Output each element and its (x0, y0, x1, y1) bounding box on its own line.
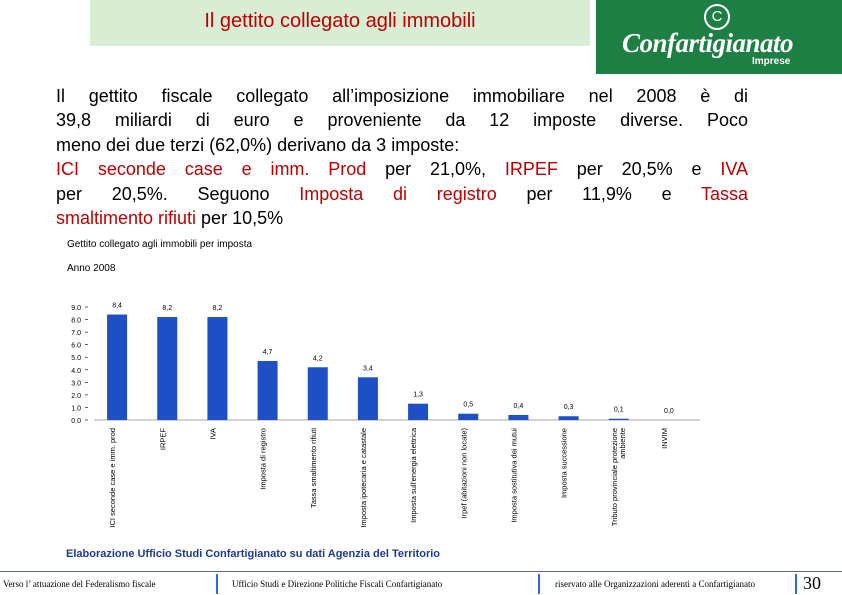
highlight-registro: Imposta di registro (299, 183, 497, 204)
bar (357, 377, 378, 420)
bar (608, 418, 629, 420)
logo-symbol-icon: C (704, 4, 730, 30)
x-tick-label: Imposta sull'energia elettrica (409, 427, 418, 523)
intro-text: per 21,0%, (366, 159, 505, 180)
y-tick-label: 1.0 (71, 405, 81, 412)
x-tick-label: Tributo provinciale protezione (610, 428, 619, 526)
chart-subtitle: Anno 2008 (67, 263, 116, 274)
x-tick-label: Tassa smaltimento rifiuti (309, 428, 318, 508)
intro-line-4: ICI seconde case e imm. Prod per 21,0%, … (56, 157, 748, 181)
bar-chart: 0.0 1.0 2.0 3.0 4.0 5.0 6.0 7.0 8.0 9.0 8,4 ICI sec… (71, 303, 700, 528)
source-note: Elaborazione Ufficio Studi Confartigiana… (66, 548, 441, 560)
x-tick-label: Imposta di registro (259, 428, 268, 490)
data-label: 3,4 (363, 365, 373, 372)
logo-symbol-letter: C (711, 8, 723, 25)
highlight-iva: IVA (720, 159, 748, 180)
intro-line-3: meno dei due terzi (62,0%) derivano da 3… (56, 134, 460, 155)
data-label: 8,2 (213, 305, 223, 312)
data-label: 0,3 (564, 404, 574, 411)
bar (157, 317, 178, 420)
footer-right-text: riservato alle Organizzazioni aderenti a… (555, 579, 755, 589)
x-tick-label: Imposta sostitutiva dei mutui (509, 428, 518, 523)
y-tick-label: 2.0 (71, 393, 81, 400)
x-tick-label: Imposta ipotecaria e catastale (359, 428, 368, 528)
x-tick-label: Imposta successione (560, 428, 569, 498)
footer-left-text: Verso l’ attuazione del Federalismo fisc… (3, 579, 156, 589)
footer-separator (216, 574, 218, 594)
y-tick-label: 4.0 (71, 368, 81, 375)
footer-separator (538, 574, 540, 594)
data-label: 4,2 (313, 355, 323, 362)
logo-name: Confartigianato (622, 28, 794, 58)
intro-line-6: smaltimento rifiuti per 10,5% (56, 206, 748, 230)
highlight-tassa: Tassa (700, 183, 748, 204)
chart-title: Gettito collegato agli immobili per impo… (67, 239, 253, 250)
highlight-irpef: IRPEF (504, 159, 558, 180)
x-tick-label: IVA (208, 428, 217, 440)
intro-text: per 20,5% e (557, 159, 721, 180)
highlight-ici: ICI seconde case e imm. Prod (56, 159, 367, 180)
intro-text: per 20,5%. Seguono (56, 183, 300, 204)
intro-text: per 11,9% e (496, 183, 701, 204)
data-label: 8,2 (162, 305, 172, 312)
bar (508, 414, 529, 420)
data-label: 0,0 (664, 408, 674, 415)
bar (558, 416, 579, 420)
header-band (90, 0, 590, 46)
logo-subtitle: Imprese (752, 56, 791, 67)
bar (257, 360, 278, 420)
data-label: 0,4 (514, 403, 524, 410)
page-number: 30 (803, 573, 821, 593)
y-tick-label: 8.0 (71, 318, 81, 325)
y-tick-label: 0.0 (71, 418, 81, 425)
y-tick-label: 7.0 (71, 330, 81, 337)
y-tick-label: 5.0 (71, 355, 81, 362)
x-tick-label: Irpef (abitazioni non locate) (459, 427, 468, 518)
page-title: Il gettito collegato agli immobili (204, 10, 476, 32)
x-tick-label: ambiente (618, 428, 627, 459)
data-label: 4,7 (263, 349, 273, 356)
bar (408, 403, 429, 420)
data-label: 8,4 (112, 303, 122, 310)
footer-middle-text: Ufficio Studi e Direzione Politiche Fisc… (232, 579, 443, 589)
x-tick-label: IRPEF (158, 428, 167, 451)
bar (107, 314, 128, 420)
footer-separator (795, 574, 797, 594)
bar (207, 317, 228, 420)
y-tick-label: 9.0 (71, 305, 81, 312)
intro-paragraph: Il gettito fiscale collegato all’imposiz… (56, 84, 748, 230)
data-label: 0,1 (614, 407, 624, 414)
intro-line-5: per 20,5%. Seguono Imposta di registro p… (56, 182, 748, 206)
y-tick-label: 3.0 (71, 380, 81, 387)
intro-text: per 10,5% (196, 208, 284, 229)
data-label: 1,3 (413, 392, 423, 399)
data-label: 0,5 (463, 402, 473, 409)
x-tick-label: INVIM (660, 428, 669, 449)
intro-line-2: 39,8 miliardi di euro e proveniente da 1… (56, 110, 748, 131)
highlight-rifiuti: smaltimento rifiuti (56, 208, 197, 229)
bar (458, 413, 479, 420)
footer-divider (0, 571, 842, 572)
y-tick-label: 6.0 (71, 343, 81, 350)
intro-line-1: Il gettito fiscale collegato all’imposiz… (56, 86, 748, 106)
x-tick-label: ICI seconde case e imm. prod (108, 428, 117, 528)
bar (307, 367, 328, 420)
